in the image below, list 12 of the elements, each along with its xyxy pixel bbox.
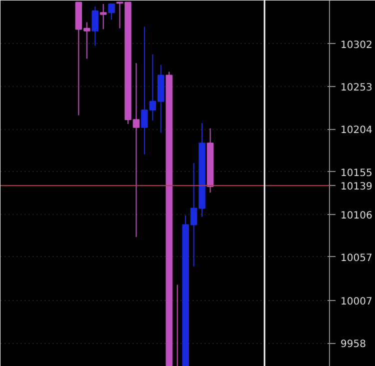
ref-line-label: 10139 [340,182,372,193]
candlestick [92,6,98,46]
y-tick-label: 10253 [340,82,372,94]
candlestick [100,3,107,30]
candlestick [108,3,115,20]
y-tick-label: 10106 [340,210,372,222]
y-tick-label: 9958 [340,339,366,350]
y-tick-label: 10204 [340,125,372,136]
y-tick-label: 10057 [340,252,372,264]
y-tick-label: 10302 [340,40,372,51]
y-tick-label: 10007 [340,296,372,308]
y-tick-label: 10155 [340,168,372,179]
